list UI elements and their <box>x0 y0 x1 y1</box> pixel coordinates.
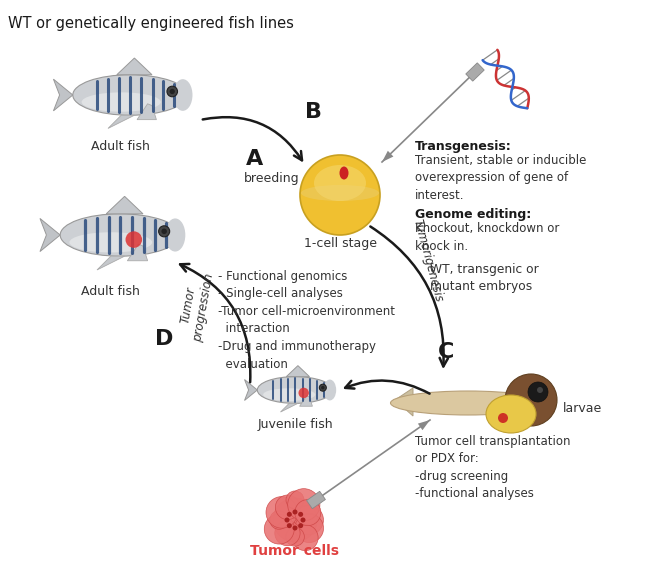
Text: Transgenesis:: Transgenesis: <box>415 140 512 153</box>
Polygon shape <box>106 197 143 214</box>
Circle shape <box>528 382 548 402</box>
Circle shape <box>287 512 292 517</box>
Circle shape <box>276 495 300 519</box>
Text: Juvenile fish: Juvenile fish <box>257 418 333 431</box>
Text: Tumor
progression: Tumor progression <box>176 270 216 343</box>
Ellipse shape <box>391 391 545 415</box>
Circle shape <box>295 500 321 525</box>
Ellipse shape <box>257 377 333 403</box>
Polygon shape <box>300 396 313 406</box>
Ellipse shape <box>73 75 187 115</box>
Circle shape <box>300 518 306 522</box>
Circle shape <box>298 523 303 528</box>
Ellipse shape <box>173 79 192 111</box>
Text: Transient, stable or inducible
overexpression of gene of
interest.: Transient, stable or inducible overexpre… <box>415 154 586 202</box>
Text: larvae: larvae <box>563 402 603 415</box>
Ellipse shape <box>82 92 161 112</box>
Circle shape <box>294 505 324 535</box>
Circle shape <box>505 374 557 426</box>
Polygon shape <box>382 151 393 162</box>
Text: Knockout, knockdown or
knock in.: Knockout, knockdown or knock in. <box>415 222 560 253</box>
Text: Genome editing:: Genome editing: <box>415 208 531 221</box>
Circle shape <box>275 521 300 546</box>
Polygon shape <box>281 403 298 412</box>
Circle shape <box>295 514 324 542</box>
Ellipse shape <box>70 232 152 253</box>
Circle shape <box>287 523 292 528</box>
Ellipse shape <box>324 380 336 401</box>
Circle shape <box>321 386 324 390</box>
Circle shape <box>285 528 304 546</box>
Text: B: B <box>305 102 322 122</box>
Ellipse shape <box>314 165 366 201</box>
Text: A: A <box>246 149 263 169</box>
Text: Tumor cell transplantation
or PDX for:
-drug screening
-functional analyses: Tumor cell transplantation or PDX for: -… <box>415 435 571 501</box>
Ellipse shape <box>486 395 536 433</box>
Polygon shape <box>307 491 326 509</box>
Ellipse shape <box>60 214 180 256</box>
Text: Tumor cells: Tumor cells <box>250 544 339 558</box>
Text: - Functional genomics
- Single-cell analyses
-Tumor cell-microenvironment
  inte: - Functional genomics - Single-cell anal… <box>218 270 395 370</box>
Circle shape <box>300 155 380 235</box>
Text: Adult fish: Adult fish <box>81 285 140 298</box>
Circle shape <box>292 525 298 531</box>
Circle shape <box>498 413 508 423</box>
Polygon shape <box>40 218 60 252</box>
Circle shape <box>270 511 289 529</box>
Text: C: C <box>438 342 454 362</box>
Circle shape <box>288 488 320 521</box>
Text: WT, transgenic or
mutant embryos: WT, transgenic or mutant embryos <box>430 263 539 293</box>
Polygon shape <box>137 104 157 120</box>
Circle shape <box>265 514 294 544</box>
Ellipse shape <box>339 167 348 180</box>
Polygon shape <box>127 244 148 261</box>
Circle shape <box>286 491 304 509</box>
Polygon shape <box>53 79 73 111</box>
Text: Tumorigenesis: Tumorigenesis <box>411 217 445 303</box>
Text: WT or genetically engineered fish lines: WT or genetically engineered fish lines <box>8 16 294 31</box>
Circle shape <box>159 226 170 237</box>
Circle shape <box>167 86 177 97</box>
Text: breeding: breeding <box>244 172 300 185</box>
Ellipse shape <box>165 218 185 252</box>
Polygon shape <box>108 115 135 129</box>
Circle shape <box>292 510 298 514</box>
Circle shape <box>319 384 326 391</box>
Text: D: D <box>155 329 174 349</box>
Ellipse shape <box>301 185 379 201</box>
Circle shape <box>292 525 318 550</box>
Circle shape <box>161 229 167 234</box>
Circle shape <box>298 512 303 517</box>
Circle shape <box>298 388 309 398</box>
Text: Adult fish: Adult fish <box>90 140 150 153</box>
Polygon shape <box>97 256 125 270</box>
Circle shape <box>537 387 543 393</box>
Polygon shape <box>244 380 257 401</box>
Text: 1-cell stage: 1-cell stage <box>304 237 376 250</box>
Polygon shape <box>466 63 484 81</box>
Circle shape <box>266 497 298 528</box>
Circle shape <box>285 518 289 522</box>
Circle shape <box>170 89 175 94</box>
Polygon shape <box>395 388 413 416</box>
Polygon shape <box>117 58 152 75</box>
Circle shape <box>273 498 317 542</box>
Ellipse shape <box>263 388 315 401</box>
Polygon shape <box>418 420 430 430</box>
Circle shape <box>125 231 142 248</box>
Polygon shape <box>286 366 309 377</box>
